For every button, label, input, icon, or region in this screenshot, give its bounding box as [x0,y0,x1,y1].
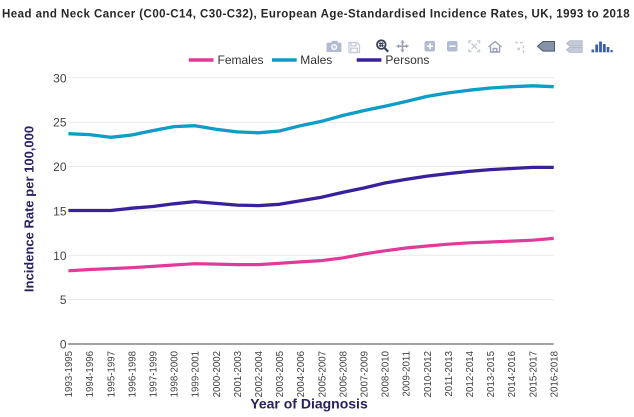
svg-text:2003-2005: 2003-2005 [275,351,286,397]
svg-text:15: 15 [53,204,67,218]
svg-text:Males: Males [300,53,332,67]
svg-text:1994-1996: 1994-1996 [85,351,96,397]
svg-text:0: 0 [60,338,67,352]
svg-text:2012-2014: 2012-2014 [465,350,476,397]
svg-text:Year of Diagnosis: Year of Diagnosis [250,396,368,412]
svg-text:1997-1999: 1997-1999 [149,351,160,397]
svg-text:2005-2007: 2005-2007 [317,351,328,397]
svg-text:2006-2008: 2006-2008 [338,351,349,397]
svg-text:1999-2001: 1999-2001 [191,351,202,397]
svg-text:1998-2000: 1998-2000 [170,350,181,397]
svg-text:2010-2012: 2010-2012 [423,351,434,397]
svg-text:2008-2010: 2008-2010 [381,350,392,397]
svg-text:2016-2018: 2016-2018 [549,351,560,397]
svg-text:Incidence Rate per 100,000: Incidence Rate per 100,000 [22,126,37,292]
svg-text:30: 30 [53,71,67,85]
svg-text:1996-1998: 1996-1998 [127,351,138,397]
svg-text:5: 5 [60,293,67,307]
svg-text:2002-2004: 2002-2004 [254,350,265,397]
svg-text:2015-2017: 2015-2017 [528,351,539,397]
svg-text:Persons: Persons [385,53,429,67]
svg-text:25: 25 [53,116,67,130]
svg-text:1993-1995: 1993-1995 [64,351,75,397]
svg-text:2011-2013: 2011-2013 [444,351,455,397]
svg-text:2000-2002: 2000-2002 [212,351,223,397]
svg-text:2009-2011: 2009-2011 [402,351,413,397]
svg-text:Head and Neck Cancer (C00-C14,: Head and Neck Cancer (C00-C14, C30-C32),… [2,9,630,21]
svg-text:20: 20 [53,160,67,174]
svg-text:Females: Females [218,53,264,67]
svg-text:2014-2016: 2014-2016 [507,351,518,397]
svg-text:1995-1997: 1995-1997 [106,351,117,397]
svg-text:10: 10 [53,249,67,263]
svg-text:2001-2003: 2001-2003 [233,351,244,397]
svg-text:2004-2006: 2004-2006 [296,351,307,397]
svg-text:2007-2009: 2007-2009 [360,351,371,397]
svg-text:2013-2015: 2013-2015 [486,351,497,397]
